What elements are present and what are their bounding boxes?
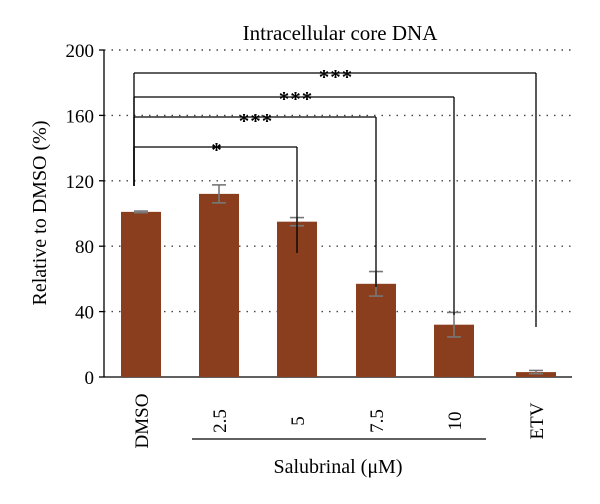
y-tick-label-0: 0 [85,368,95,389]
bar-7.5 [356,283,396,377]
bar-2.5 [199,193,239,377]
bar-DMSO [121,211,161,377]
sig-label-ETV: *** [319,65,354,89]
chart-title: Intracellular core DNA [243,21,439,45]
y-tick-label-120: 120 [66,172,95,193]
x-tick-label-DMSO: DMSO [132,394,153,449]
x-tick-label-10: 10 [445,412,466,431]
x-tick-label-5: 5 [288,416,309,426]
x-tick-label-7.5: 7.5 [367,409,388,433]
y-tick-label-160: 160 [66,106,95,127]
bar-ETV [516,372,556,377]
sig-label-10: *** [279,87,314,111]
sig-label-5: * [211,138,223,162]
salubrinal-group-label: Salubrinal (μM) [273,456,402,478]
y-axis-title: Relative to DMSO (%) [29,121,51,306]
y-tick-label-200: 200 [66,41,95,62]
y-tick-label-80: 80 [75,237,94,258]
x-tick-label-ETV: ETV [527,402,548,439]
x-tick-label-2.5: 2.5 [210,409,231,433]
y-tick-label-40: 40 [75,303,94,324]
sig-label-7.5: *** [239,109,274,133]
